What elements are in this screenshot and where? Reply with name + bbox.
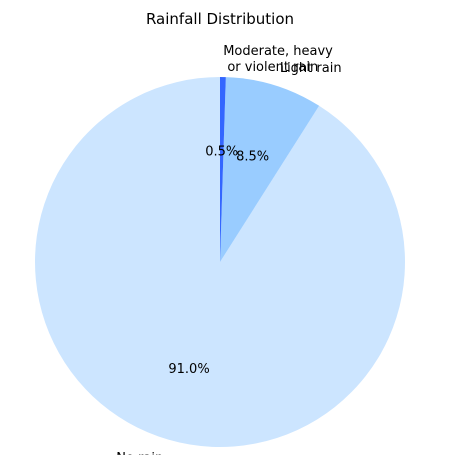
slice-label-2: Moderate, heavy or violent rain bbox=[223, 44, 333, 75]
slice-label-0: No rain bbox=[116, 451, 163, 455]
slice-percent-2: 0.5% bbox=[205, 145, 238, 160]
slice-percent-0: 91.0% bbox=[168, 362, 209, 377]
pie-labels: No rain 91.0% Light rain 8.5% Moderate, heav… bbox=[116, 44, 341, 455]
pie-slice-1 bbox=[220, 77, 320, 263]
chart-title: Rainfall Distribution bbox=[146, 10, 294, 28]
slice-percent-1: 8.5% bbox=[236, 149, 269, 164]
pie-slice-2 bbox=[220, 77, 226, 262]
slice-label-1: Light rain bbox=[280, 61, 342, 76]
pie-slices bbox=[35, 77, 406, 447]
